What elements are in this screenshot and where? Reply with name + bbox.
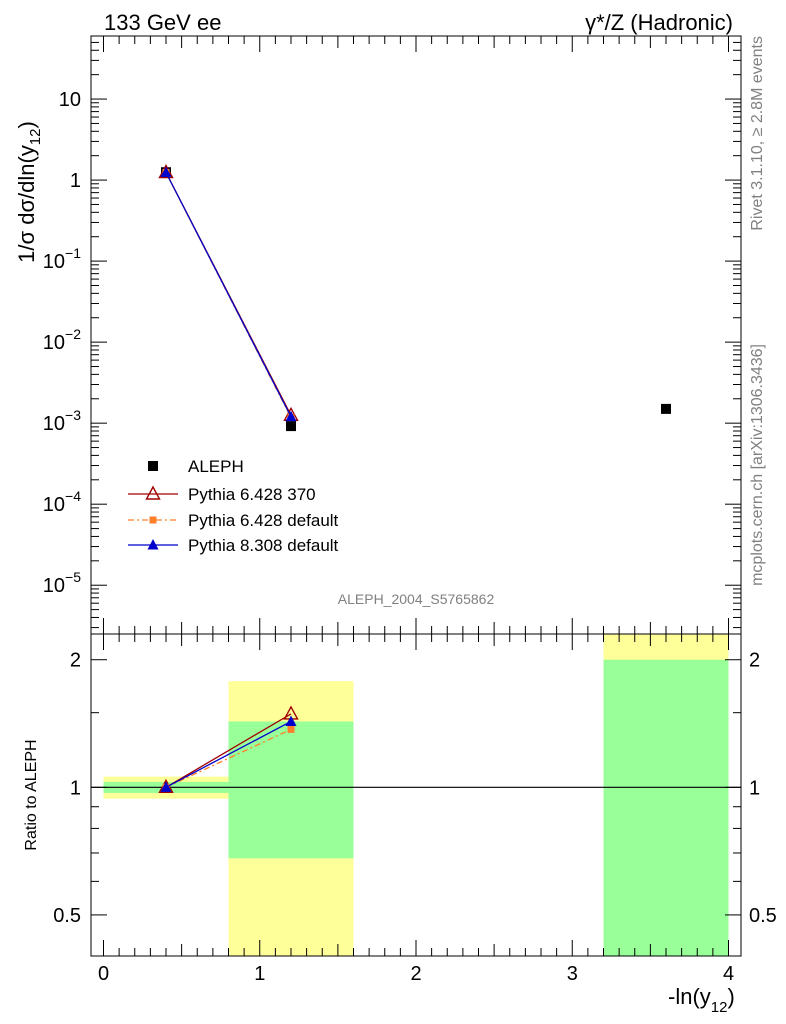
legend-label-0: ALEPH [188,457,244,476]
ratio-ytick-label: 1 [70,777,81,799]
main-point-s3-0 [160,166,172,178]
ratio-ytick-label: 0.5 [53,905,81,927]
main-ytick-label: 10−5 [43,569,81,597]
ratio-point-s1-1 [287,725,295,733]
main-ytick-label: 10−2 [43,326,81,354]
legend: ALEPH Pythia 6.428 370 Pythia 6.428 defaul… [128,457,339,555]
ratio-band-inner-1 [228,721,354,859]
svg-text:1/σ dσ/dln(y12): 1/σ dσ/dln(y12) [14,121,44,263]
main-axis-ticks: 10−5 10−4 10−3 10−2 10−1 1 10 [43,35,741,634]
ratio-series-line-2 [165,720,292,788]
rivet-version-text: Rivet 3.1.10, ≥ 2.8M events [749,36,766,231]
ratio-series-line-1 [165,728,292,788]
ratio-ytick-label-right: 1 [749,777,760,799]
svg-text:-ln(y12): -ln(y12) [668,984,735,1016]
legend-label-3: Pythia 8.308 default [188,536,339,555]
main-series-line-3 [165,172,292,418]
ratio-xtick-label: 1 [254,963,265,985]
ratio-ylabel: Ratio to ALEPH [23,739,40,850]
main-ytick-label: 10−4 [43,488,81,516]
legend-marker-3 [147,539,159,550]
ratio-xtick-label: 3 [567,963,578,985]
ratio-point-s2-0 [160,781,172,792]
main-ylabel: 1/σ dσ/dln(y12) [14,121,44,263]
ratio-ytick-label-right: 2 [749,650,760,672]
ratio-ytick-label: 2 [70,650,81,672]
ratio-uncertainty-bands [91,634,741,956]
plot-title-left: 133 GeV ee [104,10,221,35]
ratio-band-inner-2 [603,659,729,956]
ratio-xtick-label: 2 [410,963,421,985]
main-series-group [158,164,671,432]
ratio-series-line-0 [165,713,292,788]
main-point-s0-2 [661,403,671,414]
main-ytick-label: 10 [59,89,81,111]
main-ytick-label: 1 [70,170,81,192]
legend-label-2: Pythia 6.428 default [188,511,339,530]
ratio-plot-frame [90,633,742,957]
analysis-label: ALEPH_2004_S5765862 [338,591,495,607]
ratio-ytick-label-right: 0.5 [749,905,777,927]
ratio-xtick-label: 4 [723,963,734,985]
legend-marker-2 [149,516,157,524]
main-ytick-label: 10−3 [43,407,81,435]
legend-marker-0 [148,461,158,471]
ratio-xtick-label: 0 [98,963,109,985]
main-point-s0-1 [286,421,296,432]
ratio-point-s2-1 [285,715,297,726]
ratio-axis-ticks: 0 1 2 3 4 0.5 0.5 1 1 2 2 [53,634,777,985]
legend-label-1: Pythia 6.428 370 [188,485,316,504]
legend-marker-1 [145,485,161,500]
ratio-xlabel: -ln(y12) [668,984,735,1016]
main-ytick-label: 10−1 [43,245,81,273]
plot-title-right: γ*/Z (Hadronic) [585,10,733,35]
main-point-s3-1 [285,410,297,422]
ratio-series-group [158,705,299,794]
mcplots-credit-text: mcplots.cern.ch [arXiv:1306.3436] [749,344,766,586]
